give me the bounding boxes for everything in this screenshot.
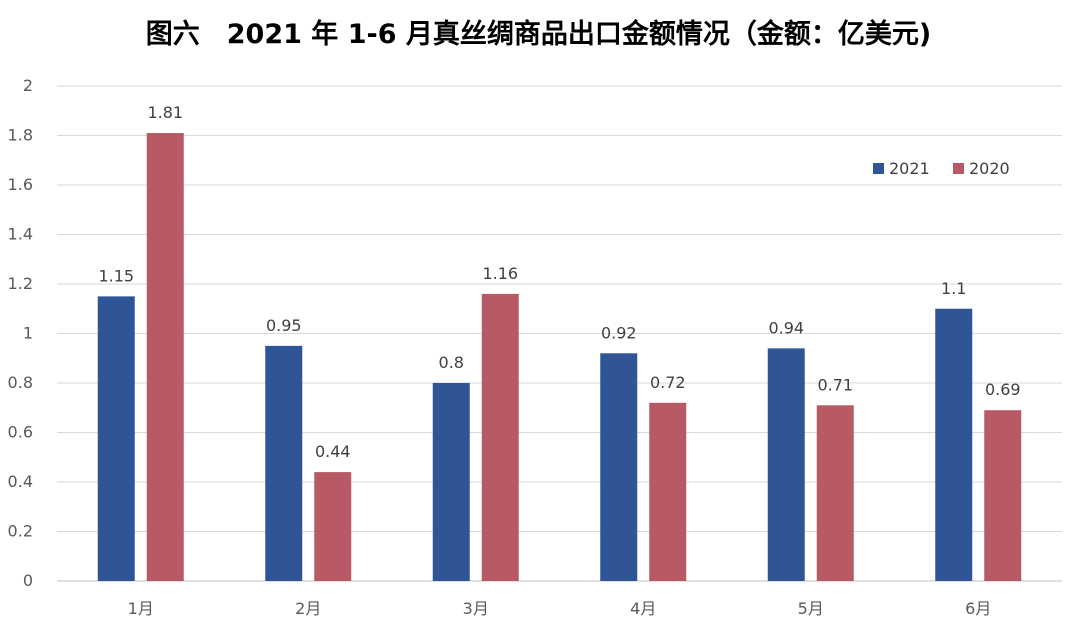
y-tick-label: 1 bbox=[23, 324, 33, 343]
y-tick-label: 0 bbox=[23, 571, 33, 590]
bar-2021 bbox=[767, 348, 805, 581]
x-tick-label: 5月 bbox=[798, 599, 824, 618]
y-tick-label: 0.2 bbox=[8, 522, 33, 541]
y-tick-label: 2 bbox=[23, 76, 33, 95]
x-tick-label: 2月 bbox=[295, 599, 321, 618]
bar-2021 bbox=[265, 345, 303, 581]
data-label: 1.1 bbox=[941, 279, 966, 298]
bar-2020 bbox=[146, 133, 184, 581]
bar-2021 bbox=[600, 353, 638, 581]
x-tick-label: 3月 bbox=[463, 599, 489, 618]
y-tick-label: 1.6 bbox=[8, 175, 33, 194]
bar-2021 bbox=[935, 308, 973, 581]
y-tick-label: 1.2 bbox=[8, 274, 33, 293]
bar-2020 bbox=[314, 472, 352, 581]
legend-swatch-2020 bbox=[953, 163, 964, 174]
y-tick-label: 0.4 bbox=[8, 472, 33, 491]
y-tick-label: 1.8 bbox=[8, 126, 33, 145]
x-tick-label: 6月 bbox=[965, 599, 991, 618]
y-tick-label: 0.8 bbox=[8, 373, 33, 392]
data-label: 1.81 bbox=[147, 103, 183, 122]
data-label: 0.69 bbox=[985, 380, 1021, 399]
bar-2021 bbox=[432, 383, 470, 581]
bar-2020 bbox=[984, 410, 1022, 581]
legend-label-2020: 2020 bbox=[969, 159, 1010, 178]
data-label: 0.8 bbox=[439, 353, 464, 372]
data-label: 0.94 bbox=[768, 318, 804, 337]
legend-label-2021: 2021 bbox=[889, 159, 930, 178]
data-label: 0.71 bbox=[817, 375, 853, 394]
y-tick-label: 0.6 bbox=[8, 423, 33, 442]
bar-2020 bbox=[816, 405, 854, 581]
y-tick-label: 1.4 bbox=[8, 225, 33, 244]
bar-2020 bbox=[649, 402, 687, 581]
data-label: 1.16 bbox=[482, 264, 518, 283]
x-tick-label: 1月 bbox=[128, 599, 154, 618]
legend: 2021 2020 bbox=[873, 159, 1010, 178]
data-label: 0.92 bbox=[601, 323, 637, 342]
legend-swatch-2021 bbox=[873, 163, 884, 174]
bar-2021 bbox=[97, 296, 135, 581]
bar-2020 bbox=[481, 293, 519, 581]
x-tick-label: 4月 bbox=[630, 599, 656, 618]
data-label: 1.15 bbox=[98, 266, 134, 285]
data-label: 0.44 bbox=[315, 442, 351, 461]
data-label: 0.95 bbox=[266, 316, 302, 335]
data-label: 0.72 bbox=[650, 373, 686, 392]
chart-title: 图六 2021 年 1-6 月真丝绸商品出口金额情况（金额：亿美元) bbox=[145, 19, 932, 50]
